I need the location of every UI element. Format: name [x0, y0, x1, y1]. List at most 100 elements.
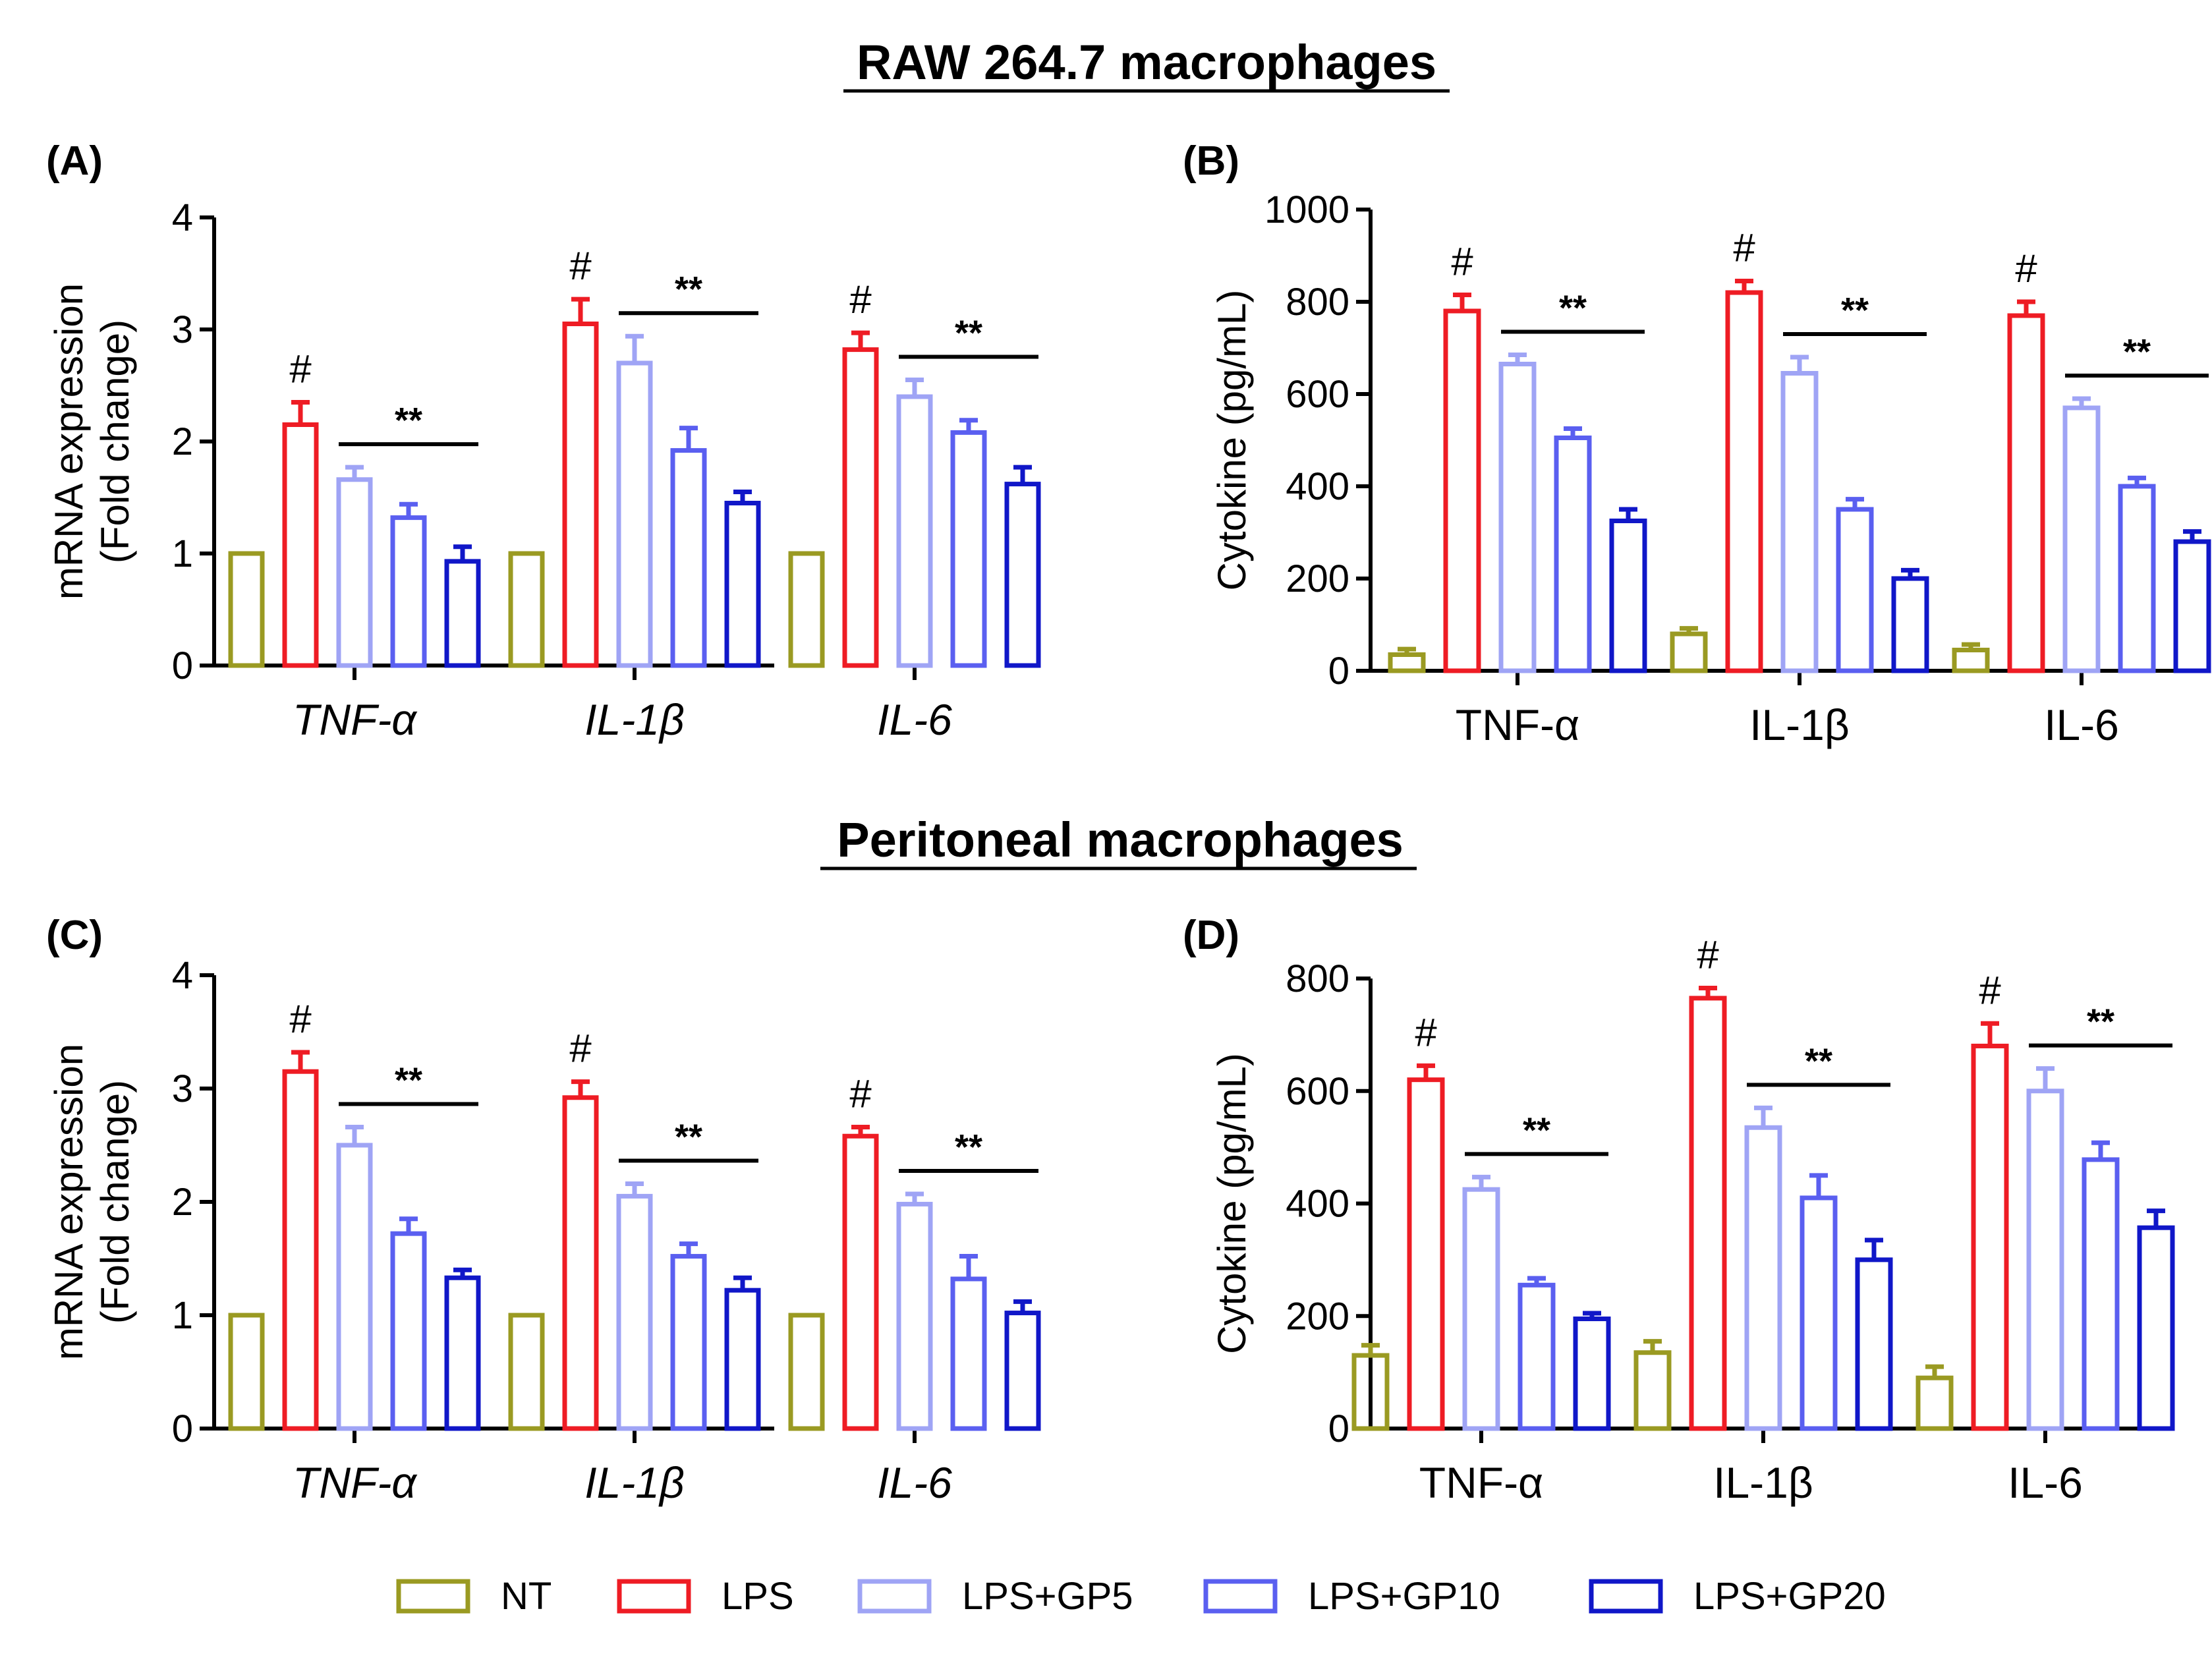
y-axis-label: mRNA expression: [47, 283, 91, 600]
bar-lps: [562, 322, 599, 668]
x-tick-label: IL-6: [877, 695, 952, 744]
y-axis-label: mRNA expression: [47, 1044, 91, 1360]
bar-lps-gp10: [950, 430, 987, 668]
significance-hash: #: [289, 997, 312, 1041]
bar-lps: [282, 422, 319, 668]
bar-lps-gp20: [724, 501, 761, 668]
panel-label: (B): [1183, 138, 1239, 184]
legend: NT LPS LPS+GP5 LPS+GP10 LPS+GP20: [396, 1575, 1886, 1618]
bar-lps-gp5: [1780, 371, 1819, 673]
y-axis-label: Cytokine (pg/mL): [1210, 290, 1254, 591]
bar-lps-gp10: [2082, 1157, 2120, 1431]
significance-hash: #: [1415, 1010, 1437, 1054]
x-tick-label: IL-1β: [584, 695, 684, 744]
significance-stars: **: [1805, 1041, 1832, 1081]
bar-lps-gp10: [390, 515, 427, 668]
y-tick-label: 0: [1328, 650, 1349, 693]
bar-lps: [1689, 996, 1727, 1431]
x-tick-label: IL-1β: [1713, 1458, 1813, 1507]
bar-lps-gp10: [390, 1231, 427, 1431]
bar-lps-gp5: [616, 360, 653, 668]
significance-hash: #: [1697, 933, 1719, 977]
significance-hash: #: [849, 1071, 872, 1116]
y-axis-label: (Fold change): [93, 320, 137, 563]
panel-label: (D): [1183, 913, 1239, 958]
legend-label: LPS: [722, 1575, 794, 1618]
bar-lps-gp10: [670, 1254, 707, 1431]
significance-stars: **: [955, 1127, 982, 1167]
legend-swatch: [857, 1579, 932, 1614]
x-tick-label: TNF-α: [293, 695, 418, 744]
y-tick-label: 0: [172, 644, 193, 687]
bar-lps: [1725, 290, 1763, 673]
bar-lps-gp5: [896, 394, 933, 668]
x-tick-label: TNF-α: [1419, 1458, 1543, 1507]
panel-label: (A): [46, 138, 103, 184]
bar-nt: [1633, 1350, 1672, 1431]
bar-lps-gp5: [896, 1201, 933, 1431]
significance-stars: **: [395, 1060, 422, 1100]
bar-lps-gp5: [2062, 405, 2101, 673]
panel-label: (C): [46, 913, 103, 958]
bar-lps-gp5: [1498, 362, 1537, 673]
y-tick-label: 600: [1286, 373, 1349, 416]
y-tick-label: 1: [172, 532, 193, 575]
significance-hash: #: [569, 244, 592, 288]
significance-hash: #: [1979, 968, 2001, 1012]
significance-hash: #: [289, 347, 312, 391]
bar-nt: [788, 1313, 825, 1431]
significance-stars: **: [1523, 1110, 1550, 1150]
bar-nt: [788, 551, 825, 668]
bar-lps-gp20: [1004, 482, 1041, 668]
bar-nt: [228, 551, 265, 668]
bar-lps: [1971, 1043, 2009, 1431]
bar-nt: [508, 1313, 545, 1431]
bar-lps: [282, 1069, 319, 1431]
bar-lps-gp5: [1744, 1125, 1782, 1431]
y-tick-label: 200: [1286, 1295, 1349, 1338]
y-tick-label: 4: [172, 954, 193, 997]
y-tick-label: 3: [172, 1067, 193, 1110]
bar-lps-gp5: [336, 477, 373, 668]
y-tick-label: 0: [172, 1407, 193, 1450]
legend-label: NT: [501, 1575, 552, 1618]
significance-hash: #: [1451, 240, 1473, 284]
bar-lps: [842, 347, 879, 668]
panel-c: (C) 0 1 2 3 4 mRNA expression (Fold change) TNF-…: [46, 913, 1041, 1507]
y-tick-label: 600: [1286, 1070, 1349, 1113]
x-tick-label: IL-6: [2044, 700, 2119, 749]
bar-lps-gp20: [2173, 539, 2211, 673]
bar-lps-gp10: [950, 1276, 987, 1431]
bar-lps: [1443, 308, 1481, 673]
bar-lps-gp10: [1517, 1282, 1556, 1431]
bar-lps-gp20: [1891, 576, 1929, 673]
legend-swatch: [617, 1579, 691, 1614]
panel-b: (B) 0 200 400 600 800 1000 Cytokine (pg/mL) TNF-…: [1183, 138, 2211, 749]
bar-lps-gp10: [1836, 507, 1874, 673]
bar-lps: [842, 1133, 879, 1431]
significance-stars: **: [675, 269, 702, 309]
significance-hash: #: [849, 277, 872, 322]
bar-lps-gp5: [2026, 1089, 2064, 1431]
x-tick-label: IL-6: [2008, 1458, 2083, 1507]
y-tick-label: 4: [172, 196, 193, 239]
bar-lps-gp10: [670, 448, 707, 668]
significance-hash: #: [569, 1027, 592, 1071]
y-tick-label: 400: [1286, 465, 1349, 508]
bar-lps-gp20: [2137, 1225, 2175, 1431]
bar-nt: [1952, 648, 1990, 673]
significance-stars: **: [2087, 1002, 2114, 1042]
bar-nt: [508, 551, 545, 668]
bar-lps: [1407, 1077, 1445, 1431]
panel-a: (A) 0 1 2 3 4 mRNA expression (Fold change) TNF-…: [46, 138, 1041, 744]
x-tick-label: IL-1β: [1749, 700, 1850, 749]
section-title-raw: RAW 264.7 macrophages: [857, 35, 1436, 90]
panel-d: (D) 0 200 400 600 800 Cytokine (pg/mL) TNF-α # **…: [1183, 913, 2175, 1507]
y-tick-label: 800: [1286, 281, 1349, 324]
bar-lps-gp5: [336, 1143, 373, 1431]
bar-lps-gp20: [1004, 1311, 1041, 1431]
bar-lps-gp20: [444, 1275, 481, 1431]
bar-lps: [2007, 313, 2045, 673]
bar-lps-gp10: [1554, 436, 1592, 673]
legend-label: LPS+GP5: [962, 1575, 1133, 1618]
